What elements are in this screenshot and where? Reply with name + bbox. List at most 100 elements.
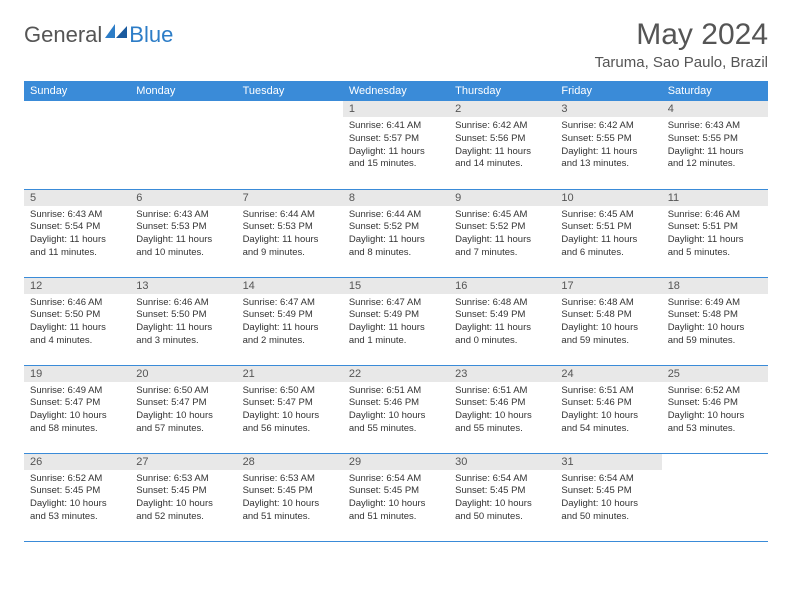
day-data: Sunrise: 6:48 AMSunset: 5:49 PMDaylight:… <box>449 294 555 352</box>
sunrise-text: Sunrise: 6:44 AM <box>243 209 337 222</box>
day-number: 26 <box>24 454 130 470</box>
calendar-week-row: 5Sunrise: 6:43 AMSunset: 5:54 PMDaylight… <box>24 189 768 277</box>
day-number: 30 <box>449 454 555 470</box>
day-number: 5 <box>24 190 130 206</box>
day-number: 12 <box>24 278 130 294</box>
calendar-week-row: 12Sunrise: 6:46 AMSunset: 5:50 PMDayligh… <box>24 277 768 365</box>
weekday-header: Sunday <box>24 81 130 101</box>
calendar-table: Sunday Monday Tuesday Wednesday Thursday… <box>24 81 768 542</box>
day-data: Sunrise: 6:43 AMSunset: 5:54 PMDaylight:… <box>24 206 130 264</box>
day-number: 22 <box>343 366 449 382</box>
sunrise-text: Sunrise: 6:54 AM <box>455 473 549 486</box>
day-number: 10 <box>555 190 661 206</box>
daylight-text: Daylight: 10 hours and 53 minutes. <box>30 498 124 524</box>
day-data: Sunrise: 6:47 AMSunset: 5:49 PMDaylight:… <box>237 294 343 352</box>
day-number: 31 <box>555 454 661 470</box>
day-number: 29 <box>343 454 449 470</box>
daylight-text: Daylight: 10 hours and 53 minutes. <box>668 410 762 436</box>
sunset-text: Sunset: 5:46 PM <box>668 397 762 410</box>
sunrise-text: Sunrise: 6:49 AM <box>30 385 124 398</box>
weekday-header-row: Sunday Monday Tuesday Wednesday Thursday… <box>24 81 768 101</box>
day-data: Sunrise: 6:42 AMSunset: 5:56 PMDaylight:… <box>449 117 555 175</box>
calendar-day-cell: 31Sunrise: 6:54 AMSunset: 5:45 PMDayligh… <box>555 453 661 541</box>
day-number: 13 <box>130 278 236 294</box>
day-data: Sunrise: 6:46 AMSunset: 5:51 PMDaylight:… <box>662 206 768 264</box>
sunrise-text: Sunrise: 6:54 AM <box>349 473 443 486</box>
daylight-text: Daylight: 11 hours and 4 minutes. <box>30 322 124 348</box>
calendar-day-cell: 10Sunrise: 6:45 AMSunset: 5:51 PMDayligh… <box>555 189 661 277</box>
sunrise-text: Sunrise: 6:51 AM <box>349 385 443 398</box>
daylight-text: Daylight: 11 hours and 9 minutes. <box>243 234 337 260</box>
sunset-text: Sunset: 5:46 PM <box>349 397 443 410</box>
page-title: May 2024 <box>595 18 768 52</box>
calendar-day-cell: 20Sunrise: 6:50 AMSunset: 5:47 PMDayligh… <box>130 365 236 453</box>
sunrise-text: Sunrise: 6:52 AM <box>30 473 124 486</box>
sunset-text: Sunset: 5:50 PM <box>136 309 230 322</box>
sunset-text: Sunset: 5:54 PM <box>30 221 124 234</box>
weekday-header: Monday <box>130 81 236 101</box>
calendar-day-cell: 8 Sunrise: 6:44 AMSunset: 5:52 PMDaylight… <box>343 189 449 277</box>
sunrise-text: Sunrise: 6:49 AM <box>668 297 762 310</box>
day-data: Sunrise: 6:51 AMSunset: 5:46 PMDaylight:… <box>343 382 449 440</box>
calendar-week-row: 1Sunrise: 6:41 AMSunset: 5:57 PMDaylight… <box>24 101 768 189</box>
day-number: 14 <box>237 278 343 294</box>
sunrise-text: Sunrise: 6:46 AM <box>30 297 124 310</box>
daylight-text: Daylight: 10 hours and 50 minutes. <box>561 498 655 524</box>
sunrise-text: Sunrise: 6:47 AM <box>349 297 443 310</box>
sunrise-text: Sunrise: 6:41 AM <box>349 120 443 133</box>
calendar-day-cell: 19Sunrise: 6:49 AMSunset: 5:47 PMDayligh… <box>24 365 130 453</box>
sunset-text: Sunset: 5:51 PM <box>561 221 655 234</box>
calendar-day-cell: 14Sunrise: 6:47 AMSunset: 5:49 PMDayligh… <box>237 277 343 365</box>
calendar-day-cell: 23Sunrise: 6:51 AMSunset: 5:46 PMDayligh… <box>449 365 555 453</box>
calendar-day-cell: 13Sunrise: 6:46 AMSunset: 5:50 PMDayligh… <box>130 277 236 365</box>
daylight-text: Daylight: 11 hours and 5 minutes. <box>668 234 762 260</box>
daylight-text: Daylight: 11 hours and 0 minutes. <box>455 322 549 348</box>
day-number: 2 <box>449 101 555 117</box>
logo: General Blue <box>24 24 173 46</box>
sunrise-text: Sunrise: 6:42 AM <box>561 120 655 133</box>
sunrise-text: Sunrise: 6:46 AM <box>668 209 762 222</box>
sunset-text: Sunset: 5:52 PM <box>455 221 549 234</box>
day-data: Sunrise: 6:53 AMSunset: 5:45 PMDaylight:… <box>130 470 236 528</box>
sunrise-text: Sunrise: 6:47 AM <box>243 297 337 310</box>
daylight-text: Daylight: 10 hours and 59 minutes. <box>668 322 762 348</box>
daylight-text: Daylight: 11 hours and 8 minutes. <box>349 234 443 260</box>
calendar-day-cell: 12Sunrise: 6:46 AMSunset: 5:50 PMDayligh… <box>24 277 130 365</box>
day-number: 8 <box>343 190 449 206</box>
calendar-day-cell: 1Sunrise: 6:41 AMSunset: 5:57 PMDaylight… <box>343 101 449 189</box>
sunset-text: Sunset: 5:52 PM <box>349 221 443 234</box>
calendar-day-cell: 9Sunrise: 6:45 AMSunset: 5:52 PMDaylight… <box>449 189 555 277</box>
calendar-day-cell: 24Sunrise: 6:51 AMSunset: 5:46 PMDayligh… <box>555 365 661 453</box>
sunset-text: Sunset: 5:47 PM <box>136 397 230 410</box>
daylight-text: Daylight: 11 hours and 6 minutes. <box>561 234 655 260</box>
day-number: 3 <box>555 101 661 117</box>
sunset-text: Sunset: 5:49 PM <box>455 309 549 322</box>
day-number: 1 <box>343 101 449 117</box>
daylight-text: Daylight: 10 hours and 51 minutes. <box>349 498 443 524</box>
day-data: Sunrise: 6:54 AMSunset: 5:45 PMDaylight:… <box>449 470 555 528</box>
sunrise-text: Sunrise: 6:53 AM <box>243 473 337 486</box>
calendar-day-cell: 30Sunrise: 6:54 AMSunset: 5:45 PMDayligh… <box>449 453 555 541</box>
sunrise-text: Sunrise: 6:48 AM <box>455 297 549 310</box>
sunrise-text: Sunrise: 6:44 AM <box>349 209 443 222</box>
sunrise-text: Sunrise: 6:51 AM <box>561 385 655 398</box>
calendar-day-cell <box>130 101 236 189</box>
sunset-text: Sunset: 5:53 PM <box>243 221 337 234</box>
day-number: 16 <box>449 278 555 294</box>
day-number: 27 <box>130 454 236 470</box>
sunrise-text: Sunrise: 6:43 AM <box>668 120 762 133</box>
calendar-day-cell: 18Sunrise: 6:49 AMSunset: 5:48 PMDayligh… <box>662 277 768 365</box>
sunset-text: Sunset: 5:45 PM <box>561 485 655 498</box>
day-data: Sunrise: 6:49 AMSunset: 5:47 PMDaylight:… <box>24 382 130 440</box>
header: General Blue May 2024 Taruma, Sao Paulo,… <box>24 18 768 71</box>
day-number: 9 <box>449 190 555 206</box>
day-number: 25 <box>662 366 768 382</box>
daylight-text: Daylight: 10 hours and 59 minutes. <box>561 322 655 348</box>
sunrise-text: Sunrise: 6:50 AM <box>243 385 337 398</box>
day-data: Sunrise: 6:45 AMSunset: 5:52 PMDaylight:… <box>449 206 555 264</box>
daylight-text: Daylight: 11 hours and 3 minutes. <box>136 322 230 348</box>
calendar-day-cell: 22Sunrise: 6:51 AMSunset: 5:46 PMDayligh… <box>343 365 449 453</box>
daylight-text: Daylight: 10 hours and 54 minutes. <box>561 410 655 436</box>
day-number: 18 <box>662 278 768 294</box>
sunset-text: Sunset: 5:55 PM <box>668 133 762 146</box>
